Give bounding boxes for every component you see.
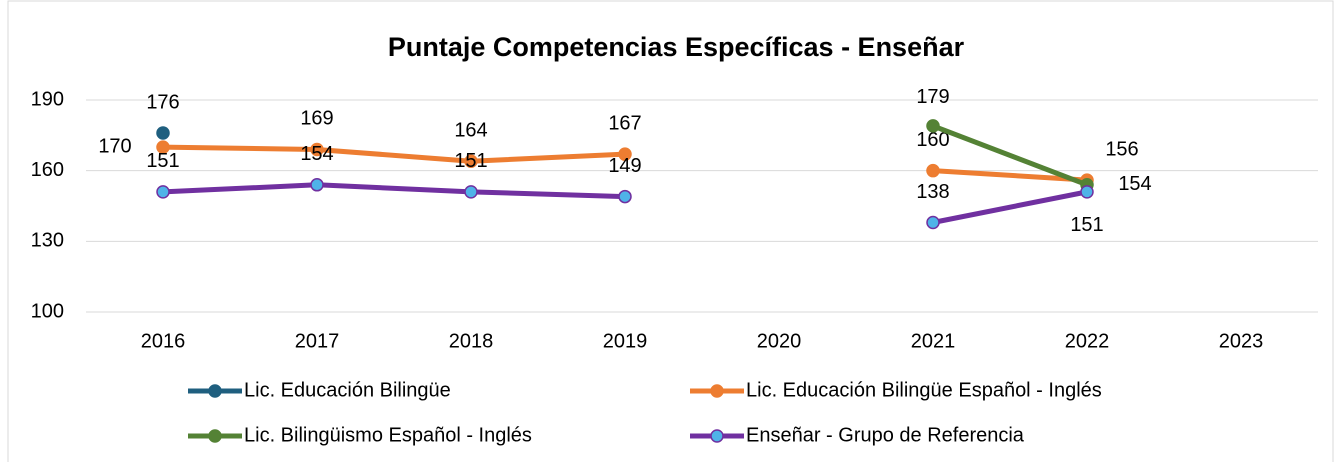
- marker: [618, 189, 632, 204]
- data-label: 169: [300, 108, 333, 130]
- marker: [618, 147, 632, 161]
- marker: [464, 185, 478, 199]
- legend-label: Lic. Bilingüismo Español - Inglés: [244, 424, 532, 446]
- data-label: 164: [454, 120, 487, 142]
- marker: [926, 215, 940, 230]
- x-tick-label: 2023: [1219, 330, 1264, 352]
- data-label: 179: [916, 86, 949, 108]
- marker: [156, 126, 170, 140]
- data-label: 149: [608, 155, 641, 177]
- legend-marker: [208, 429, 222, 443]
- x-tick-label: 2022: [1065, 330, 1110, 352]
- data-label: 151: [1070, 214, 1103, 236]
- legend-label: Lic. Educación Bilingüe Español - Inglés: [746, 379, 1102, 401]
- legend-label: Lic. Educación Bilingüe: [244, 379, 451, 401]
- x-tick-label: 2019: [603, 330, 648, 352]
- x-tick-label: 2018: [449, 330, 494, 352]
- data-label: 154: [1118, 173, 1151, 195]
- marker: [156, 140, 170, 154]
- marker: [310, 178, 324, 192]
- legend-marker: [710, 429, 724, 443]
- data-label: 176: [146, 91, 179, 113]
- marker: [464, 154, 478, 168]
- series-line: [932, 168, 1088, 183]
- data-label: 151: [454, 150, 487, 172]
- marker: [926, 163, 940, 178]
- series-line: [162, 144, 626, 164]
- marker: [926, 119, 940, 133]
- data-label: 138: [916, 181, 949, 203]
- data-label: 170: [98, 135, 131, 157]
- chart-title: Puntaje Competencias Específicas - Enseñ…: [388, 32, 965, 62]
- marker: [310, 142, 324, 157]
- legend-marker: [710, 384, 724, 398]
- x-tick-label: 2020: [757, 330, 802, 352]
- data-label: 154: [300, 143, 333, 165]
- y-tick-label: 160: [31, 159, 64, 181]
- data-label: 167: [608, 112, 641, 134]
- data-label: 160: [916, 129, 949, 151]
- y-tick-label: 190: [31, 88, 64, 110]
- series-line: [932, 189, 1088, 225]
- data-label: 156: [1105, 138, 1138, 160]
- y-tick-label: 130: [31, 230, 64, 252]
- y-tick-label: 100: [31, 300, 64, 322]
- x-tick-label: 2016: [141, 330, 186, 352]
- marker: [1080, 185, 1094, 199]
- x-tick-label: 2021: [911, 330, 956, 352]
- data-label: 151: [146, 150, 179, 172]
- legend-label: Enseñar - Grupo de Referencia: [746, 424, 1025, 446]
- series-line: [932, 123, 1088, 188]
- series-line: [162, 182, 626, 200]
- marker: [156, 185, 170, 199]
- x-tick-label: 2017: [295, 330, 340, 352]
- legend-marker: [208, 384, 222, 398]
